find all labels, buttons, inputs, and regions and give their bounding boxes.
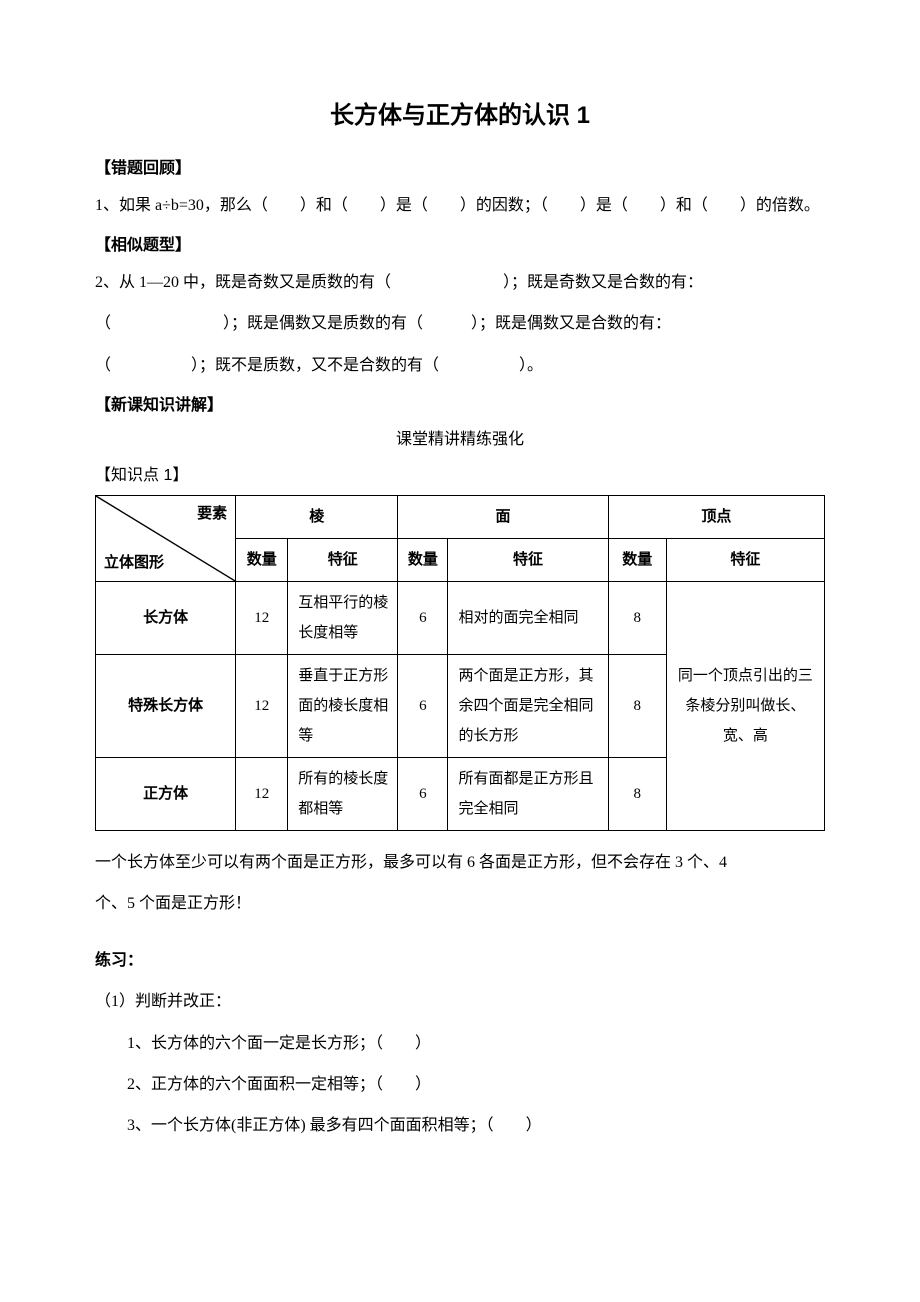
col-group-edge: 棱 [236,495,398,538]
row-name: 特殊长方体 [96,654,236,757]
col-group-face: 面 [398,495,608,538]
table-note-line1: 一个长方体至少可以有两个面是正方形，最多可以有 6 各面是正方形，但不会存在 3… [95,845,825,880]
kp1-heading: 【知识点 1】 [95,461,825,485]
sub-header: 特征 [448,538,608,581]
page-title: 长方体与正方体的认识 1 [95,95,825,130]
cell-face-count: 6 [398,757,448,830]
cell-face-count: 6 [398,654,448,757]
diag-top-label: 要素 [197,499,227,529]
row-name: 正方体 [96,757,236,830]
practice-subheading: （1）判断并改正： [95,984,825,1019]
cell-face-count: 6 [398,581,448,654]
diag-bottom-label: 立体图形 [104,548,164,578]
cell-vertex-feature: 同一个顶点引出的三条棱分别叫做长、宽、高 [666,581,824,830]
cell-face-feature: 相对的面完全相同 [448,581,608,654]
cell-vertex-count: 8 [608,654,666,757]
sub-header: 数量 [398,538,448,581]
sub-header: 数量 [608,538,666,581]
cell-edge-feature: 垂直于正方形面的棱长度相等 [288,654,398,757]
practice-item: 3、一个长方体(非正方体) 最多有四个面面积相等；（ ） [95,1108,825,1143]
similar-line-3: （ ）；既不是质数，又不是合数的有（ ）。 [95,348,825,383]
cell-edge-count: 12 [236,581,288,654]
similar-line-1: 2、从 1—20 中，既是奇数又是质数的有（ ）；既是奇数又是合数的有： [95,265,825,300]
sub-header: 特征 [666,538,824,581]
row-name: 长方体 [96,581,236,654]
col-group-vertex: 顶点 [608,495,824,538]
sub-header: 特征 [288,538,398,581]
page: 长方体与正方体的认识 1 【错题回顾】 1、如果 a÷b=30，那么（ ）和（ … [0,0,920,1302]
table-header-row-1: 要素 立体图形 棱 面 顶点 [96,495,825,538]
sub-header: 数量 [236,538,288,581]
practice-heading: 练习： [95,943,825,978]
review-heading: 【错题回顾】 [95,154,825,178]
similar-line-2: （ ）；既是偶数又是质数的有（ ）；既是偶数又是合数的有： [95,306,825,341]
similar-heading: 【相似题型】 [95,231,825,255]
cell-edge-count: 12 [236,654,288,757]
practice-item: 1、长方体的六个面一定是长方形；（ ） [95,1026,825,1061]
cell-face-feature: 所有面都是正方形且完全相同 [448,757,608,830]
diag-header-cell: 要素 立体图形 [96,495,236,581]
cell-vertex-count: 8 [608,757,666,830]
table-row: 长方体 12 互相平行的棱长度相等 6 相对的面完全相同 8 同一个顶点引出的三… [96,581,825,654]
comparison-table: 要素 立体图形 棱 面 顶点 数量 特征 数量 特征 数量 特征 长方体 12 … [95,495,825,831]
table-note-line2: 个、5 个面是正方形！ [95,886,825,921]
review-question: 1、如果 a÷b=30，那么（ ）和（ ）是（ ）的因数；（ ）是（ ）和（ ）… [95,188,825,223]
practice-item: 2、正方体的六个面面积一定相等；（ ） [95,1067,825,1102]
cell-edge-feature: 互相平行的棱长度相等 [288,581,398,654]
cell-edge-feature: 所有的棱长度都相等 [288,757,398,830]
comparison-table-wrap: 要素 立体图形 棱 面 顶点 数量 特征 数量 特征 数量 特征 长方体 12 … [95,495,825,831]
subtitle: 课堂精讲精练强化 [95,425,825,449]
newlesson-heading: 【新课知识讲解】 [95,391,825,415]
cell-edge-count: 12 [236,757,288,830]
cell-vertex-count: 8 [608,581,666,654]
cell-face-feature: 两个面是正方形，其余四个面是完全相同的长方形 [448,654,608,757]
